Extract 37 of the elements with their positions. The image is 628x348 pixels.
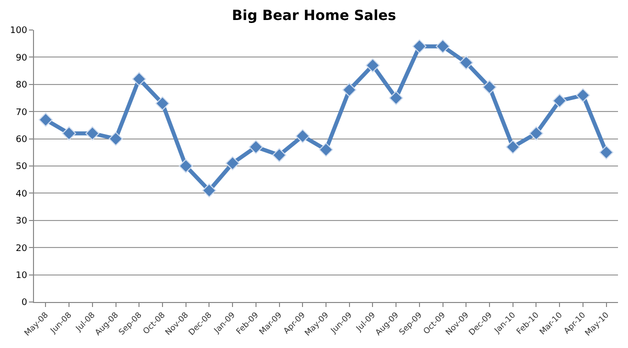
y-tick-label: 20 (16, 244, 28, 254)
point (459, 56, 474, 70)
y-tick-label: 0 (21, 298, 28, 308)
point (529, 126, 544, 140)
point (62, 126, 76, 140)
point (155, 96, 170, 110)
y-tick-label: 80 (16, 80, 28, 91)
point (85, 126, 100, 140)
y-tick-label: 10 (16, 270, 28, 281)
y-tick-label: 30 (16, 216, 28, 227)
point (552, 94, 567, 108)
point (226, 156, 240, 170)
point (482, 80, 497, 94)
point (599, 145, 614, 160)
y-tick-label: 40 (16, 189, 28, 200)
point (108, 132, 123, 146)
chart-title: Big Bear Home Sales (232, 8, 396, 24)
point (178, 159, 193, 173)
y-tick-label: 100 (10, 26, 28, 36)
point (366, 58, 380, 72)
y-tick-label: 50 (16, 162, 28, 172)
point (389, 91, 404, 105)
point (576, 88, 590, 102)
point (342, 82, 356, 97)
point (132, 72, 146, 86)
point (38, 112, 53, 127)
point (202, 183, 216, 198)
point (248, 140, 263, 154)
point (412, 39, 426, 54)
point (319, 142, 333, 157)
point (272, 148, 286, 162)
y-tick-label: 70 (16, 108, 28, 118)
y-tick-label: 90 (16, 53, 28, 64)
point (506, 140, 520, 154)
y-tick-label: 60 (16, 134, 28, 145)
point (436, 39, 450, 54)
point (296, 129, 310, 144)
